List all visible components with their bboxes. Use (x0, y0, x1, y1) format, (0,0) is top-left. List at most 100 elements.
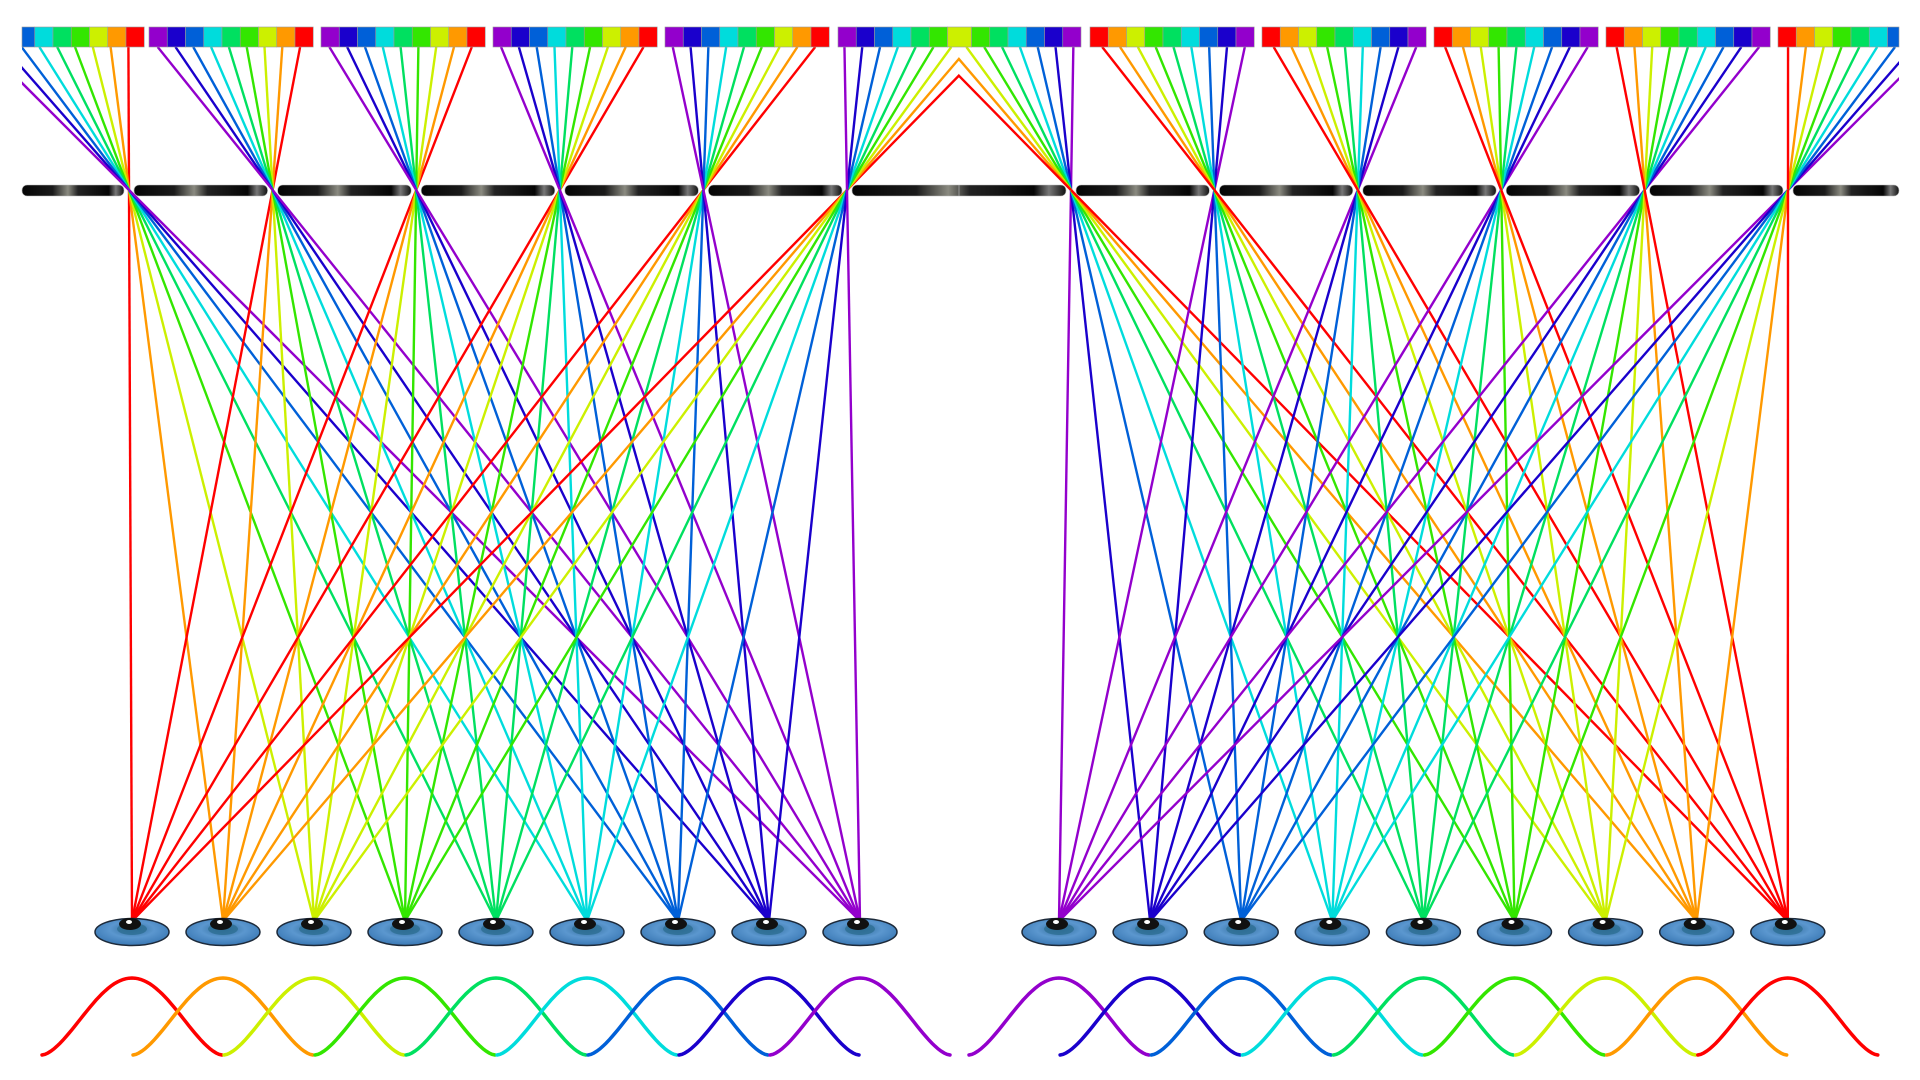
highlight (1599, 920, 1606, 924)
color-cell-green (1316, 26, 1336, 48)
color-cell-green (583, 26, 603, 48)
color-cell-cyan (1352, 26, 1372, 48)
color-cell-darkblue (166, 26, 186, 48)
incoming-ray-yellow (1308, 47, 1359, 191)
color-cell-yellow (1814, 26, 1834, 48)
incoming-ray-cyan (845, 47, 899, 191)
incoming-ray-red (415, 47, 473, 191)
color-cell-green (70, 26, 90, 48)
pupil (392, 918, 414, 930)
ray-springgreen (1422, 189, 1790, 922)
ray-violet (1058, 189, 1646, 922)
ray-blue (415, 189, 680, 922)
color-cell-cyan (203, 26, 223, 48)
incoming-ray-darkblue (22, 65, 130, 191)
color-cell-orange (1623, 26, 1643, 48)
ray-green (403, 189, 418, 922)
color-cell-springgreen (52, 26, 72, 48)
highlight (308, 920, 314, 924)
barrier-segment (277, 184, 412, 197)
incoming-ray-red (1272, 47, 1359, 191)
incoming-ray-red (558, 47, 645, 191)
ray-orange (1356, 189, 1698, 922)
incoming-ray-darkblue (1213, 47, 1229, 191)
color-cell-darkblue (855, 26, 875, 48)
color-cell-blue (874, 26, 894, 48)
incoming-ray-cyan (702, 47, 728, 191)
ray-orange (1213, 189, 1698, 922)
color-cell-cyan (1524, 26, 1544, 48)
incoming-ray-violet (328, 47, 418, 191)
ray-violet (415, 189, 862, 922)
ray-violet (558, 189, 862, 922)
color-cell-red (125, 26, 145, 48)
intensity-curve-cyan (1240, 976, 1425, 1057)
color-cell-blue (1887, 26, 1900, 48)
color-cell-yellow (430, 26, 450, 48)
incoming-ray-green (73, 47, 131, 191)
highlight (763, 920, 769, 924)
intensity-curve-orange (131, 976, 315, 1057)
right-incoming-rays (959, 47, 1899, 191)
ray-yellow (127, 189, 316, 922)
ray-springgreen (415, 189, 498, 922)
eye-icon (458, 917, 534, 947)
incoming-ray-orange (558, 47, 627, 191)
intensity-curve-violet (967, 976, 1151, 1057)
ray-yellow (313, 189, 848, 922)
color-cell-springgreen (221, 26, 241, 48)
ray-darkblue (558, 189, 771, 922)
intensity-curve-springgreen (404, 976, 588, 1057)
highlight (490, 920, 496, 924)
color-bar (1605, 26, 1771, 48)
incoming-ray-violet (671, 47, 705, 191)
incoming-ray-red (959, 74, 1072, 191)
ray-green (1513, 189, 1790, 922)
incoming-ray-green (415, 47, 420, 191)
color-cell-cyan (892, 26, 912, 48)
incoming-ray-cyan (1190, 47, 1216, 191)
pupil (1592, 918, 1615, 930)
color-bar (492, 26, 658, 48)
incoming-ray-springgreen (56, 47, 131, 191)
pupil (301, 918, 323, 930)
color-cell-cyan (1180, 26, 1200, 48)
highlight (1053, 920, 1059, 924)
eye-icon (185, 917, 261, 947)
incoming-ray-violet (1069, 47, 1075, 191)
ray-blue (676, 189, 849, 922)
eye-icon (549, 917, 625, 947)
color-cell-green (1832, 26, 1852, 48)
incoming-ray-springgreen (1343, 47, 1359, 191)
ray-darkblue (1149, 189, 1503, 922)
ray-cyan (585, 189, 849, 922)
ray-blue (558, 189, 680, 922)
incoming-ray-blue (1036, 47, 1073, 191)
ray-green (1356, 189, 1516, 922)
incoming-ray-blue (1500, 47, 1554, 191)
ray-blue (1240, 189, 1646, 922)
color-cell-springgreen (1334, 26, 1354, 48)
ray-springgreen (1422, 189, 1646, 922)
incoming-ray-springgreen (1000, 47, 1073, 191)
highlight (126, 920, 132, 924)
ray-red (127, 189, 134, 922)
ray-orange (1695, 189, 1790, 922)
ray-darkblue (1069, 189, 1152, 922)
color-cell-green (755, 26, 775, 48)
barrier-segment (1075, 184, 1210, 197)
ray-orange (1500, 189, 1698, 922)
intensity-curves (40, 976, 1880, 1057)
color-cell-red (1089, 26, 1109, 48)
incoming-ray-darkblue (1787, 60, 1899, 191)
intensity-curve-darkblue (1058, 976, 1242, 1057)
incoming-ray-springgreen (1500, 47, 1518, 191)
incoming-ray-red (846, 73, 959, 191)
color-cell-orange (107, 26, 127, 48)
color-cell-cyan (1007, 26, 1027, 48)
ray-blue (1240, 189, 1789, 922)
intensity-curve-springgreen (1331, 976, 1516, 1057)
barrier-segment (564, 184, 699, 197)
highlight (581, 920, 587, 924)
